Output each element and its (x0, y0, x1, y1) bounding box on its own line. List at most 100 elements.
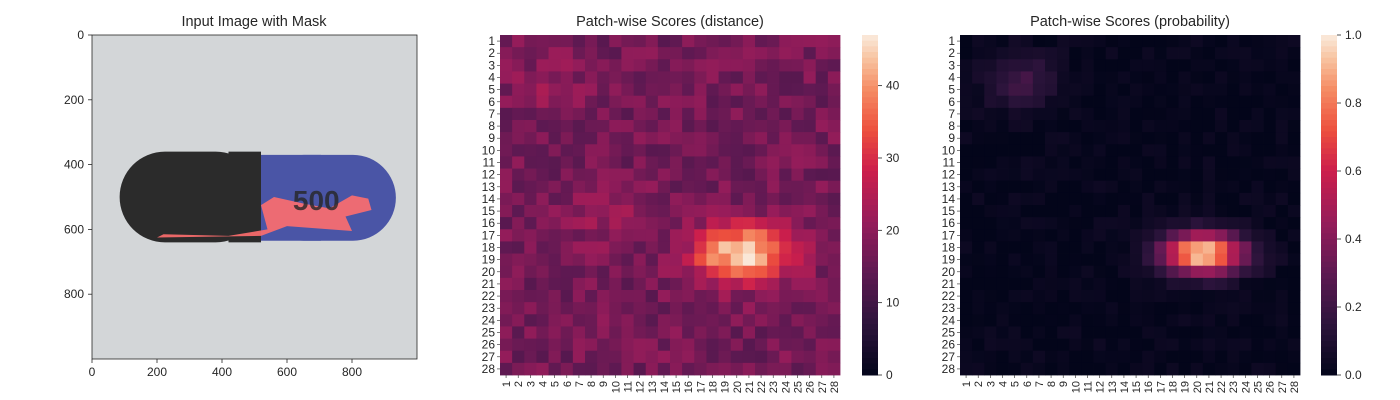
heatmap-cell (960, 59, 973, 72)
row-tick-label: 28 (942, 362, 956, 376)
heatmap-cell (1093, 180, 1107, 194)
heatmap-cell (597, 253, 610, 267)
heatmap-cell (1069, 314, 1082, 327)
heatmap-cell (1081, 265, 1094, 279)
heatmap-cell (657, 59, 671, 72)
heatmap-cell (972, 350, 985, 364)
heatmap-cell (827, 277, 841, 291)
colorbar-segment (862, 120, 878, 127)
heatmap-cell (791, 338, 804, 352)
col-tick-label: 11 (623, 381, 635, 392)
heatmap-cell (657, 314, 671, 327)
heatmap-cell (1227, 314, 1240, 327)
heatmap-cell (1008, 326, 1022, 339)
heatmap-cell (560, 302, 574, 315)
heatmap-cell (1045, 168, 1058, 182)
heatmap-cell (512, 168, 525, 182)
heatmap-cell (694, 83, 707, 97)
heatmap-cell (1202, 156, 1216, 169)
heatmap-cell (524, 217, 537, 230)
heatmap-cell (1227, 180, 1240, 194)
heatmap-cell (1202, 338, 1216, 352)
heatmap-cell (524, 265, 537, 279)
heatmap-cell (1239, 205, 1252, 218)
heatmap-cell (1178, 95, 1192, 109)
heatmap-cell (1093, 338, 1107, 352)
heatmap-cell (536, 241, 549, 254)
heatmap-cell (767, 314, 780, 327)
heatmap-cell (560, 120, 574, 133)
heatmap-cell (827, 362, 841, 376)
col-tick-label: 14 (1119, 381, 1131, 393)
heatmap-cell (1032, 95, 1046, 109)
heatmap-cell (1215, 217, 1228, 230)
colorbar-segment (1321, 63, 1337, 70)
heatmap-cell (815, 95, 829, 109)
row-tick-label: 22 (942, 289, 956, 303)
heatmap-cell (815, 180, 829, 194)
colorbar-segment (862, 108, 878, 115)
heatmap-cell (597, 120, 610, 133)
heatmap-cell (972, 302, 985, 315)
heatmap-cell (1178, 338, 1192, 352)
col-tick-label: 7 (1034, 381, 1046, 387)
image-xtick-label: 0 (89, 365, 96, 379)
heatmap-cell (597, 132, 610, 145)
heatmap-cell (1239, 362, 1252, 376)
colorbar-segment (862, 210, 878, 217)
heatmap-cell (1142, 120, 1155, 133)
heatmap-cell (609, 326, 622, 339)
heatmap-cell (597, 338, 610, 352)
heatmap-cell (597, 156, 610, 169)
heatmap-cell (1227, 156, 1240, 169)
heatmap-cell (1154, 192, 1167, 206)
heatmap-cell (730, 326, 744, 339)
heatmap-cell (1020, 168, 1034, 182)
colorbar-segment (1321, 352, 1337, 359)
heatmap-cell (560, 107, 574, 121)
heatmap-cell (1275, 71, 1289, 84)
heatmap-cell (803, 47, 817, 60)
heatmap-cell (791, 120, 804, 133)
heatmap-cell (815, 132, 829, 145)
capsule-dark-join (228, 151, 261, 243)
heatmap-cell (1057, 180, 1070, 194)
heatmap-cell (1190, 83, 1204, 97)
heatmap-cell (1263, 277, 1277, 291)
heatmap-cell (718, 217, 732, 230)
heatmap-cell (536, 71, 549, 84)
heatmap-cell (1057, 35, 1070, 48)
heatmap-cell (1130, 192, 1143, 206)
heatmap-cell (1008, 180, 1022, 194)
heatmap-cell (1093, 95, 1107, 109)
heatmap-cell (548, 290, 562, 303)
heatmap-cell (803, 326, 817, 339)
colorbar-segment (1321, 250, 1337, 257)
heatmap-cell (1239, 241, 1252, 254)
heatmap-cell (742, 290, 756, 303)
colorbar-segment (1321, 171, 1337, 178)
heatmap-cell (742, 83, 756, 97)
heatmap-cell (572, 314, 586, 327)
heatmap-cell (1081, 326, 1094, 339)
row-tick-label: 23 (482, 301, 496, 315)
heatmap-cell (791, 168, 804, 182)
heatmap-cell (996, 168, 1009, 182)
heatmap-cell (657, 326, 671, 339)
heatmap-cell (621, 302, 634, 315)
heatmap-cell (1227, 241, 1240, 254)
heatmap-cell (572, 205, 586, 218)
heatmap-cell (500, 132, 513, 145)
heatmap-cell (609, 277, 622, 291)
row-tick-label: 13 (942, 180, 956, 194)
heatmap-cell (1190, 326, 1204, 339)
heatmap-cell (1251, 95, 1264, 109)
heatmap-cell (670, 120, 683, 133)
heatmap-cell (972, 205, 985, 218)
heatmap-cell (1287, 35, 1301, 48)
heatmap-cell (1263, 265, 1277, 279)
col-tick-label: 19 (720, 381, 732, 393)
colorbar-segment (1321, 273, 1337, 280)
heatmap-cell (524, 83, 537, 97)
heatmap-cell (1117, 107, 1131, 121)
